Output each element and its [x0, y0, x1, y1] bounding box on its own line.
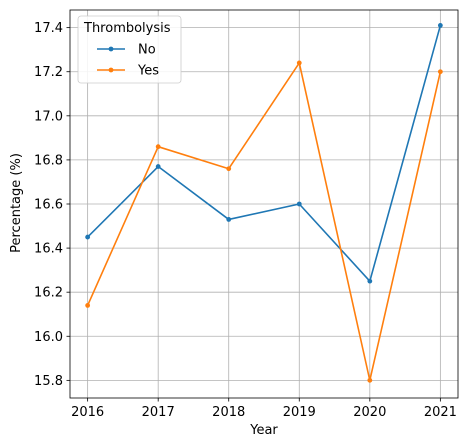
data-point-yes-2019 — [296, 60, 302, 66]
x-tick-label: 2017 — [142, 405, 175, 420]
data-point-no-2016 — [85, 234, 91, 240]
x-tick-label: 2019 — [283, 405, 316, 420]
y-tick-label: 16.6 — [34, 198, 63, 213]
data-point-yes-2017 — [155, 144, 161, 150]
data-point-yes-2020 — [367, 377, 373, 383]
data-point-yes-2018 — [226, 166, 232, 172]
x-axis-label: Year — [249, 423, 278, 438]
x-tick-label: 2016 — [71, 405, 104, 420]
data-point-no-2021 — [437, 23, 443, 28]
data-point-no-2017 — [155, 164, 161, 169]
data-point-no-2018 — [226, 217, 232, 222]
y-tick-label: 16.0 — [34, 330, 63, 345]
series-layer — [85, 23, 443, 383]
x-tick-label: 2018 — [212, 405, 245, 420]
data-point-no-2019 — [296, 201, 302, 207]
legend: Thrombolysis No Yes — [77, 15, 182, 84]
plot-frame — [69, 9, 459, 399]
y-tick-label: 17.2 — [34, 65, 63, 80]
y-tick-label: 15.8 — [34, 374, 63, 389]
y-tick-label: 16.4 — [34, 242, 63, 257]
legend-label-no: No — [138, 43, 156, 58]
x-tick-label: 2021 — [424, 405, 457, 420]
y-axis-label: Percentage (%) — [9, 153, 24, 253]
legend-box — [77, 15, 182, 84]
legend-marker-yes — [108, 67, 114, 73]
series-line-yes — [86, 62, 442, 382]
x-tick-label: 2020 — [353, 405, 386, 420]
legend-label-yes: Yes — [137, 64, 159, 79]
legend-title: Thrombolysis — [83, 21, 171, 36]
series-line-no — [87, 25, 442, 282]
y-tick-label: 16.8 — [34, 153, 63, 168]
data-point-yes-2016 — [85, 303, 91, 308]
data-point-no-2020 — [367, 278, 373, 284]
y-tick-label: 17.0 — [34, 109, 63, 124]
legend-marker-no — [108, 46, 114, 52]
y-tick-label: 17.4 — [34, 21, 63, 36]
axes-layer: 2016 2017 2018 2019 2020 2021 15.8 16.0 16.2 16.4… — [34, 9, 459, 420]
data-point-yes-2021 — [437, 69, 443, 75]
y-tick-label: 16.2 — [34, 286, 63, 301]
